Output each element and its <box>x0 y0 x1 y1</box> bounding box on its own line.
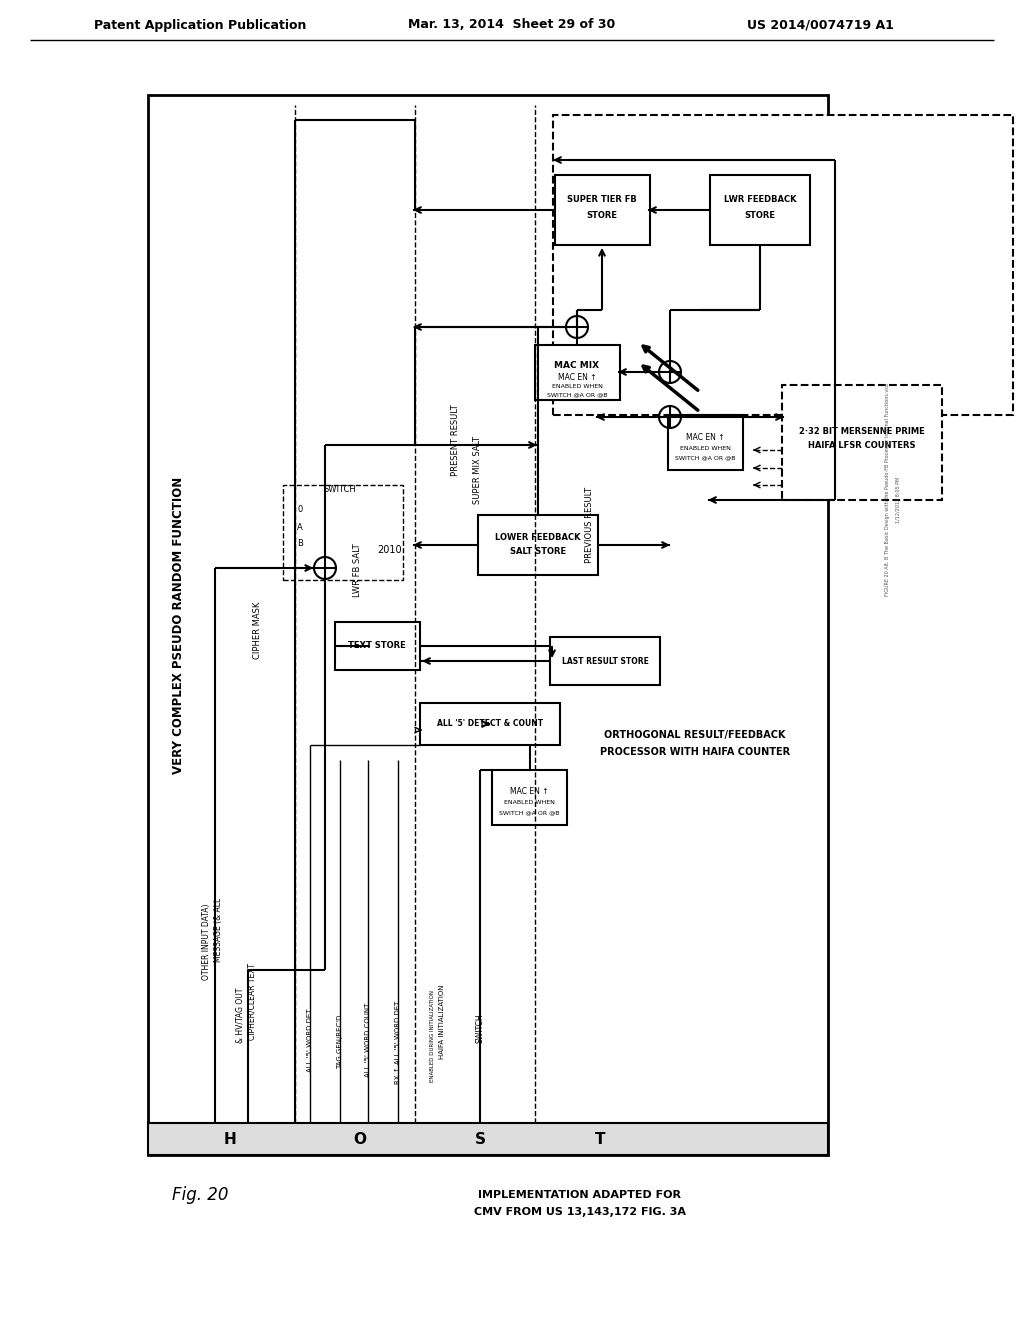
Bar <box>492 770 567 825</box>
Text: PROCESSOR WITH HAIFA COUNTER: PROCESSOR WITH HAIFA COUNTER <box>600 747 791 756</box>
Text: SWITCH: SWITCH <box>324 486 356 495</box>
Bar <box>550 638 660 685</box>
Text: ENABLED WHEN: ENABLED WHEN <box>504 800 554 805</box>
Text: ENABLED WHEN: ENABLED WHEN <box>552 384 602 388</box>
Text: LWR FB SALT: LWR FB SALT <box>353 544 362 597</box>
Text: OTHER INPUT DATA): OTHER INPUT DATA) <box>203 904 212 981</box>
Text: MAC EN ↑: MAC EN ↑ <box>510 788 548 796</box>
Bar <box>478 515 598 576</box>
Text: SUPER TIER FB: SUPER TIER FB <box>567 195 637 205</box>
Bar <box>283 484 403 579</box>
Text: S: S <box>474 1131 485 1147</box>
Text: PRESENT RESULT: PRESENT RESULT <box>451 404 460 477</box>
Text: IMPLEMENTATION ADAPTED FOR: IMPLEMENTATION ADAPTED FOR <box>478 1191 682 1200</box>
Text: STORE: STORE <box>587 210 617 219</box>
Text: SWITCH @A OR @B: SWITCH @A OR @B <box>547 392 607 397</box>
Text: MAC EN ↑: MAC EN ↑ <box>686 433 724 442</box>
Text: Fig. 20: Fig. 20 <box>172 1185 228 1204</box>
Bar <box>420 704 560 744</box>
Text: SWITCH @A OR @B: SWITCH @A OR @B <box>499 810 559 816</box>
Bar <box>535 345 620 400</box>
Text: TAG GEN/REC'D: TAG GEN/REC'D <box>337 1015 343 1069</box>
Text: T: T <box>595 1131 605 1147</box>
Text: SWITCH: SWITCH <box>475 1014 484 1043</box>
Text: ALL '5' WORD COUNT: ALL '5' WORD COUNT <box>365 1003 371 1077</box>
Text: ALL '5' DETECT & COUNT: ALL '5' DETECT & COUNT <box>437 719 543 729</box>
Text: ENABLED DURING INITIALIZATION: ENABLED DURING INITIALIZATION <box>429 990 434 1082</box>
Text: O: O <box>353 1131 367 1147</box>
Text: ALL '5' WORD DET: ALL '5' WORD DET <box>307 1008 313 1072</box>
Text: A: A <box>297 523 303 532</box>
Bar <box>710 176 810 246</box>
Text: ENABLED WHEN: ENABLED WHEN <box>680 446 730 450</box>
Bar <box>148 95 828 1155</box>
Text: Patent Application Publication: Patent Application Publication <box>94 18 306 32</box>
Text: CMV FROM US 13,143,172 FIG. 3A: CMV FROM US 13,143,172 FIG. 3A <box>474 1206 686 1217</box>
Text: H: H <box>223 1131 237 1147</box>
Bar <box>335 622 420 671</box>
Text: 0: 0 <box>297 506 303 515</box>
Text: TEXT STORE: TEXT STORE <box>348 642 406 651</box>
Text: ORTHOGONAL RESULT/FEEDBACK: ORTHOGONAL RESULT/FEEDBACK <box>604 730 785 741</box>
Text: RX ↑ ALL '5' WORD DET: RX ↑ ALL '5' WORD DET <box>395 1001 401 1084</box>
Bar <box>553 115 1013 414</box>
Text: US 2014/0074719 A1: US 2014/0074719 A1 <box>746 18 893 32</box>
Text: PREVIOUS RESULT: PREVIOUS RESULT <box>586 487 595 564</box>
Text: LOWER FEEDBACK: LOWER FEEDBACK <box>496 533 581 543</box>
Text: MAC EN ↑: MAC EN ↑ <box>558 372 596 381</box>
Text: CIPHER/CLEAR TEXT: CIPHER/CLEAR TEXT <box>248 964 256 1040</box>
Text: SALT STORE: SALT STORE <box>510 548 566 557</box>
Text: MAC MIX: MAC MIX <box>554 360 600 370</box>
Text: B: B <box>297 540 303 549</box>
Text: & HV/TAG OUT: & HV/TAG OUT <box>236 987 245 1043</box>
Text: HAIFA LFSR COUNTERS: HAIFA LFSR COUNTERS <box>808 441 915 450</box>
Bar <box>148 1123 828 1155</box>
Text: 2010: 2010 <box>378 545 402 554</box>
Text: CIPHER MASK: CIPHER MASK <box>254 602 262 659</box>
Text: 1/12/2012 8:05 PM: 1/12/2012 8:05 PM <box>896 477 900 523</box>
Text: SWITCH @A OR @B: SWITCH @A OR @B <box>675 455 735 461</box>
Text: SUPER MIX SALT: SUPER MIX SALT <box>473 436 482 504</box>
Text: MESSAGE (& ALL: MESSAGE (& ALL <box>213 898 222 962</box>
Text: FIGURE 20 Alt. B The Basic Design with the Pseudo-FB Processor Internal Function: FIGURE 20 Alt. B The Basic Design with t… <box>885 384 890 597</box>
Text: Mar. 13, 2014  Sheet 29 of 30: Mar. 13, 2014 Sheet 29 of 30 <box>409 18 615 32</box>
Text: HAIFA INITIALIZATION: HAIFA INITIALIZATION <box>439 985 445 1059</box>
Bar <box>668 414 743 470</box>
Text: VERY COMPLEX PSEUDO RANDOM FUNCTION: VERY COMPLEX PSEUDO RANDOM FUNCTION <box>171 477 184 774</box>
Bar <box>555 176 650 246</box>
Bar <box>782 385 942 500</box>
Text: LWR FEEDBACK: LWR FEEDBACK <box>724 195 797 205</box>
Text: STORE: STORE <box>744 210 775 219</box>
Text: 2·32 BIT MERSENNE PRIME: 2·32 BIT MERSENNE PRIME <box>799 428 925 437</box>
Text: LAST RESULT STORE: LAST RESULT STORE <box>561 656 648 665</box>
